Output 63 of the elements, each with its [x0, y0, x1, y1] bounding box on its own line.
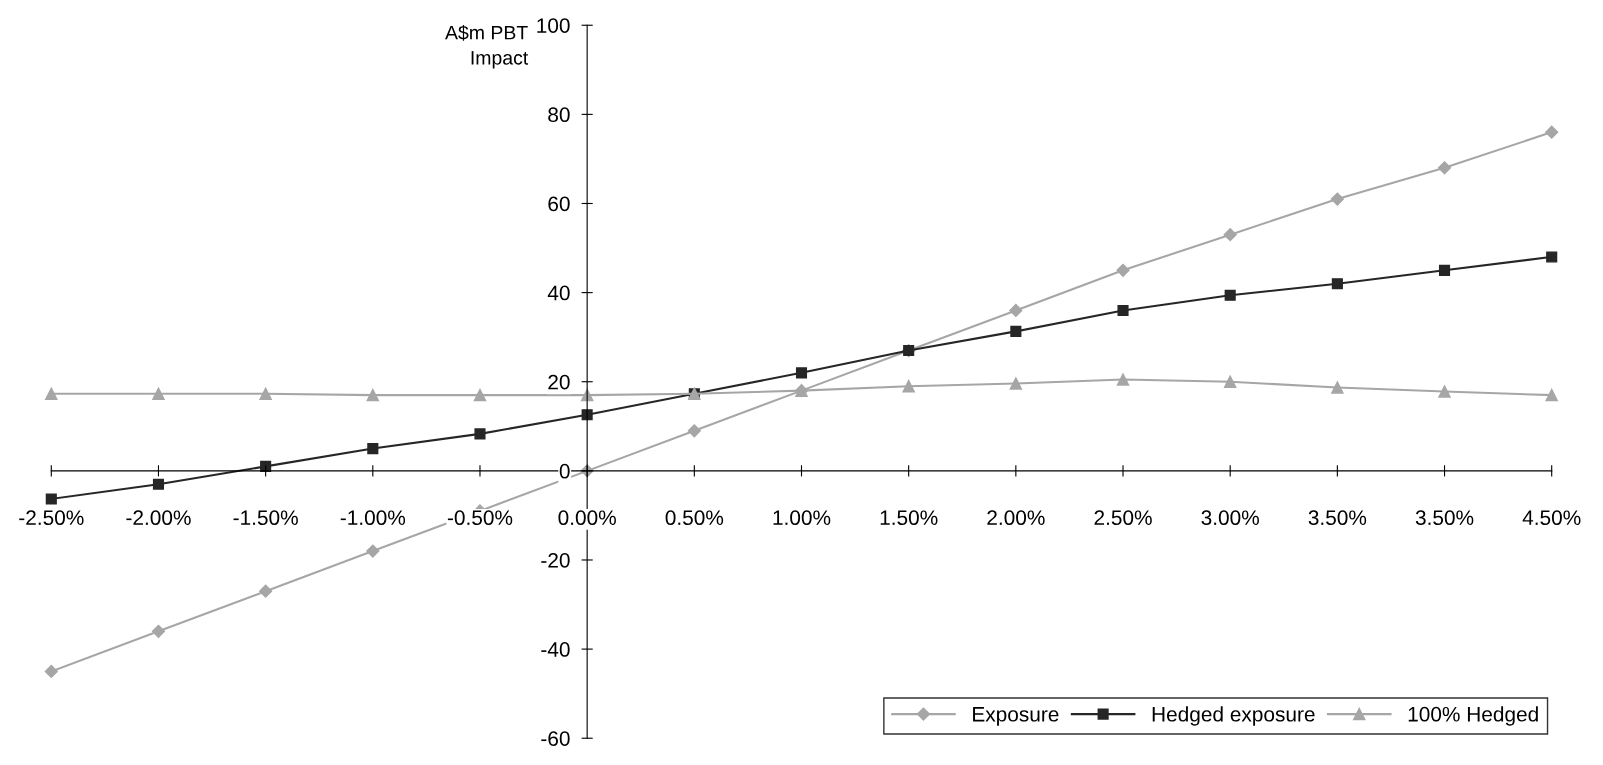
- point: [45, 493, 57, 505]
- x-tick-label: 3.50%: [1415, 510, 1474, 526]
- point: [45, 387, 58, 401]
- point: [1223, 375, 1237, 388]
- point: [1546, 251, 1558, 263]
- x-tick-label: -1.00%: [340, 510, 406, 526]
- point: [795, 367, 808, 379]
- point: [1437, 161, 1452, 175]
- point: [1331, 381, 1344, 394]
- point: [259, 584, 273, 598]
- legend-label: Hedged exposure: [1152, 706, 1315, 726]
- point: [1009, 377, 1023, 390]
- point: [152, 387, 165, 401]
- point: [473, 388, 487, 402]
- x-tick-label: 3.00%: [1201, 510, 1259, 526]
- point: [1009, 303, 1023, 318]
- point: [152, 478, 165, 490]
- point: [1224, 289, 1236, 301]
- y-axis-title: A$m PBT Impact: [445, 24, 529, 69]
- y-tick-label: 80: [548, 107, 570, 123]
- point: [367, 443, 379, 455]
- y-tick-label: -20: [541, 552, 570, 568]
- x-tick-label: 4.50%: [1522, 510, 1581, 526]
- point: [1116, 373, 1130, 386]
- point: [366, 544, 380, 558]
- point: [902, 379, 915, 393]
- point: [44, 664, 58, 678]
- point: [474, 428, 486, 440]
- x-tick-label: 0.50%: [665, 510, 724, 526]
- x-tick-label: 1.50%: [880, 510, 938, 526]
- y-tick-label: 100: [537, 18, 570, 33]
- legend-label: 100% Hedged: [1408, 706, 1538, 726]
- point: [259, 387, 272, 401]
- point: [1438, 264, 1451, 276]
- x-tick-label: 2.00%: [987, 510, 1045, 526]
- y-tick-label: -60: [541, 731, 570, 746]
- point: [1545, 388, 1558, 402]
- x-tick-label: 3.50%: [1308, 510, 1367, 526]
- y-tick-label: -40: [541, 642, 570, 657]
- point: [1116, 263, 1130, 277]
- y-tick-label: 60: [548, 196, 570, 212]
- y-tick-label: 40: [547, 285, 570, 301]
- x-tick-label: 0.00%: [558, 510, 616, 526]
- point: [151, 624, 166, 638]
- point: [1331, 278, 1343, 290]
- point: [1330, 192, 1344, 206]
- x-tick-label: -1.50%: [233, 510, 298, 526]
- point: [581, 409, 593, 421]
- x-tick-label: -2.00%: [126, 510, 191, 526]
- x-tick-label: -2.50%: [19, 510, 84, 526]
- x-tick-label: 1.00%: [773, 510, 831, 526]
- legend-label: Exposure: [973, 707, 1059, 726]
- x-tick-label: 2.50%: [1094, 510, 1152, 526]
- y-tick-label: 20: [548, 374, 570, 390]
- point: [1117, 304, 1129, 316]
- point: [1223, 228, 1237, 242]
- point: [366, 388, 380, 402]
- point: [1010, 325, 1022, 337]
- x-tick-label: -0.50%: [447, 510, 513, 526]
- point: [1438, 385, 1451, 398]
- point: [1545, 125, 1559, 139]
- point: [687, 424, 701, 438]
- y-tick-label: 0: [559, 463, 570, 479]
